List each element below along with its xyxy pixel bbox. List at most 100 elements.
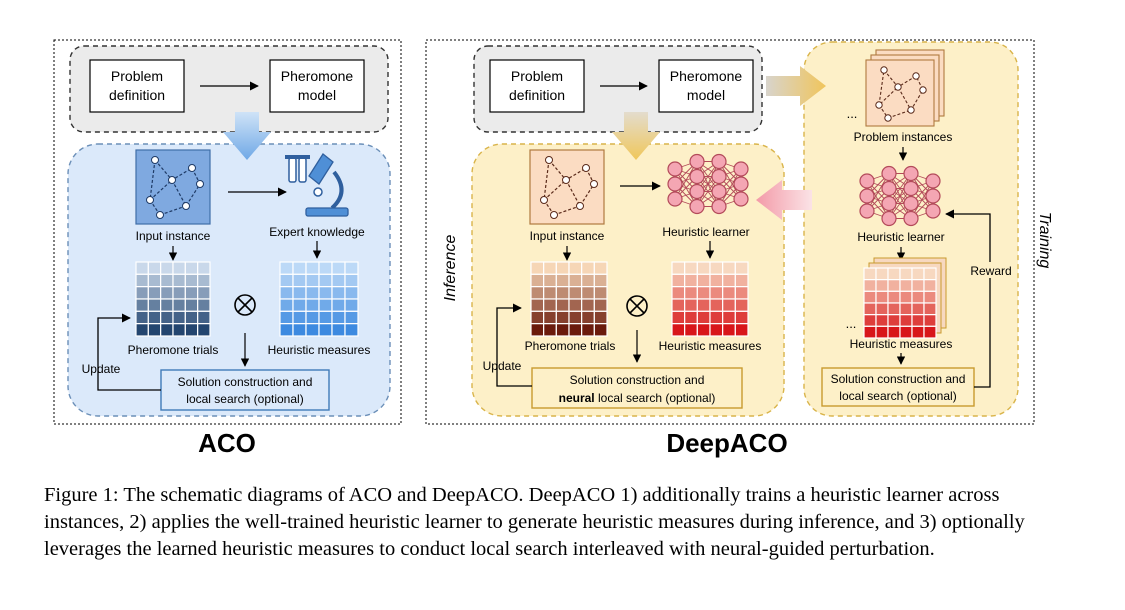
deepaco-trial-cell — [530, 286, 545, 300]
deepaco-pheromone-model-line2: model — [687, 87, 725, 103]
aco-title: ACO — [198, 428, 256, 458]
training-network-node — [903, 195, 919, 212]
aco-measure-cell — [344, 310, 359, 325]
aco-measure-cell — [344, 261, 359, 275]
inference-network-node — [689, 168, 705, 185]
deepaco-measure-cell — [671, 286, 686, 300]
training-reward-arrow — [945, 209, 991, 388]
aco-trial-cell — [172, 323, 186, 337]
deepaco-trial-cell — [530, 273, 545, 288]
training-measure-cell — [887, 279, 901, 292]
training-instance-nodes — [875, 66, 927, 122]
aco-trial-cell — [147, 261, 162, 275]
aco-pheromone-trials-label: Pheromone trials — [128, 343, 219, 357]
aco-trial-cell — [147, 273, 162, 288]
aco-trial-cell — [160, 261, 174, 275]
training-measure-cell — [911, 279, 925, 292]
deepaco-trial-cell — [530, 310, 545, 325]
deepaco-measure-cell — [734, 298, 749, 312]
aco-measure-cell — [318, 273, 333, 288]
inference-network-edge — [696, 161, 720, 207]
training-measure-cell — [863, 290, 877, 304]
deepaco-pheromone-trials-matrix — [530, 261, 608, 337]
training-measure-cell — [911, 314, 925, 327]
aco-trial-cell — [184, 286, 199, 300]
training-heuristic-learner-label: Heuristic learner — [857, 230, 944, 244]
aco-trial-cell — [147, 298, 162, 312]
deepaco-measure-cell — [709, 273, 724, 288]
deepaco-measure-cell — [734, 323, 749, 337]
training-network-node — [859, 203, 875, 219]
aco-pheromone-model-line1: Pheromone — [281, 68, 354, 84]
deepaco-flow-down-arrow — [612, 112, 660, 160]
aco-trial-cell — [172, 261, 186, 275]
aco-measure-cell — [292, 273, 307, 288]
training-network-node — [925, 203, 941, 219]
training-measure-cell — [899, 314, 913, 327]
training-problem-instances-stack — [865, 49, 945, 127]
aco-trial-cell — [184, 323, 199, 337]
training-instances-ellipsis: ... — [847, 106, 858, 121]
deepaco-trial-cell — [581, 261, 595, 275]
deepaco-measure-cell — [734, 286, 749, 300]
deepaco-trial-cell — [555, 323, 570, 337]
deepaco-trial-cell — [568, 273, 583, 288]
deepaco-measure-cell — [734, 310, 749, 325]
deepaco-trial-cell — [593, 273, 608, 288]
deepaco-trial-cell — [543, 323, 557, 337]
deepaco-solution-neural: neural — [559, 391, 595, 405]
training-measure-cell — [911, 290, 925, 304]
aco-measure-cell — [331, 310, 346, 325]
aco-measure-cell — [344, 323, 359, 337]
deepaco-measure-cell — [684, 261, 698, 275]
aco-pheromone-model-box — [269, 59, 365, 113]
deepaco-trial-cell — [581, 298, 595, 312]
diagram-canvas: Problem definition Pheromone model Input… — [53, 39, 1053, 458]
deepaco-trial-cell — [530, 261, 545, 275]
training-measure-cell — [923, 314, 937, 327]
aco-heuristic-measures-label: Heuristic measures — [268, 343, 371, 357]
deepaco-measure-cell — [684, 286, 698, 300]
aco-trial-cell — [197, 273, 211, 288]
inference-network-node — [667, 176, 683, 192]
training-network-node — [903, 210, 919, 227]
deepaco-update-arrow — [496, 303, 532, 387]
deepaco-measure-cell — [709, 323, 724, 337]
deepaco-trial-cell — [555, 273, 570, 288]
aco-trial-cell — [147, 286, 162, 300]
aco-trial-cell — [197, 310, 211, 325]
deepaco-trial-cell — [568, 286, 583, 300]
deepaco-solution-line2: neural local search (optional) — [559, 391, 716, 405]
deepaco-measure-cell — [671, 273, 686, 288]
deepaco-transfer-arrow — [756, 180, 812, 220]
deepaco-measure-cell — [671, 323, 686, 337]
training-label: Training — [1036, 212, 1053, 269]
aco-measure-cell — [279, 286, 294, 300]
training-measure-cell — [923, 267, 937, 281]
training-solution-line1: Solution construction and — [831, 372, 966, 386]
training-heuristic-measures-matrix-stack — [863, 257, 947, 339]
aco-trial-cell — [160, 286, 174, 300]
aco-measure-cell — [344, 286, 359, 300]
deepaco-trial-cell — [530, 298, 545, 312]
aco-measure-cell — [279, 298, 294, 312]
aco-pheromone-trials-matrix — [135, 261, 211, 337]
aco-measure-cell — [318, 261, 333, 275]
aco-trial-cell — [135, 273, 149, 288]
deepaco-measure-cell — [684, 310, 698, 325]
inference-network-node — [733, 191, 749, 207]
deepaco-trial-cell — [555, 298, 570, 312]
inference-network-node — [667, 161, 683, 177]
aco-trial-cell — [160, 273, 174, 288]
inference-network-node — [667, 191, 683, 207]
aco-trial-cell — [197, 261, 211, 275]
training-measure-cell — [863, 302, 877, 316]
deepaco-trial-cell — [581, 323, 595, 337]
deepaco-trial-cell — [555, 286, 570, 300]
deepaco-trial-cell — [581, 286, 595, 300]
training-reward-label: Reward — [970, 264, 1011, 278]
aco-measure-cell — [344, 273, 359, 288]
training-measure-cell — [887, 314, 901, 327]
deepaco-measure-cell — [734, 273, 749, 288]
training-measure-cell — [899, 290, 913, 304]
